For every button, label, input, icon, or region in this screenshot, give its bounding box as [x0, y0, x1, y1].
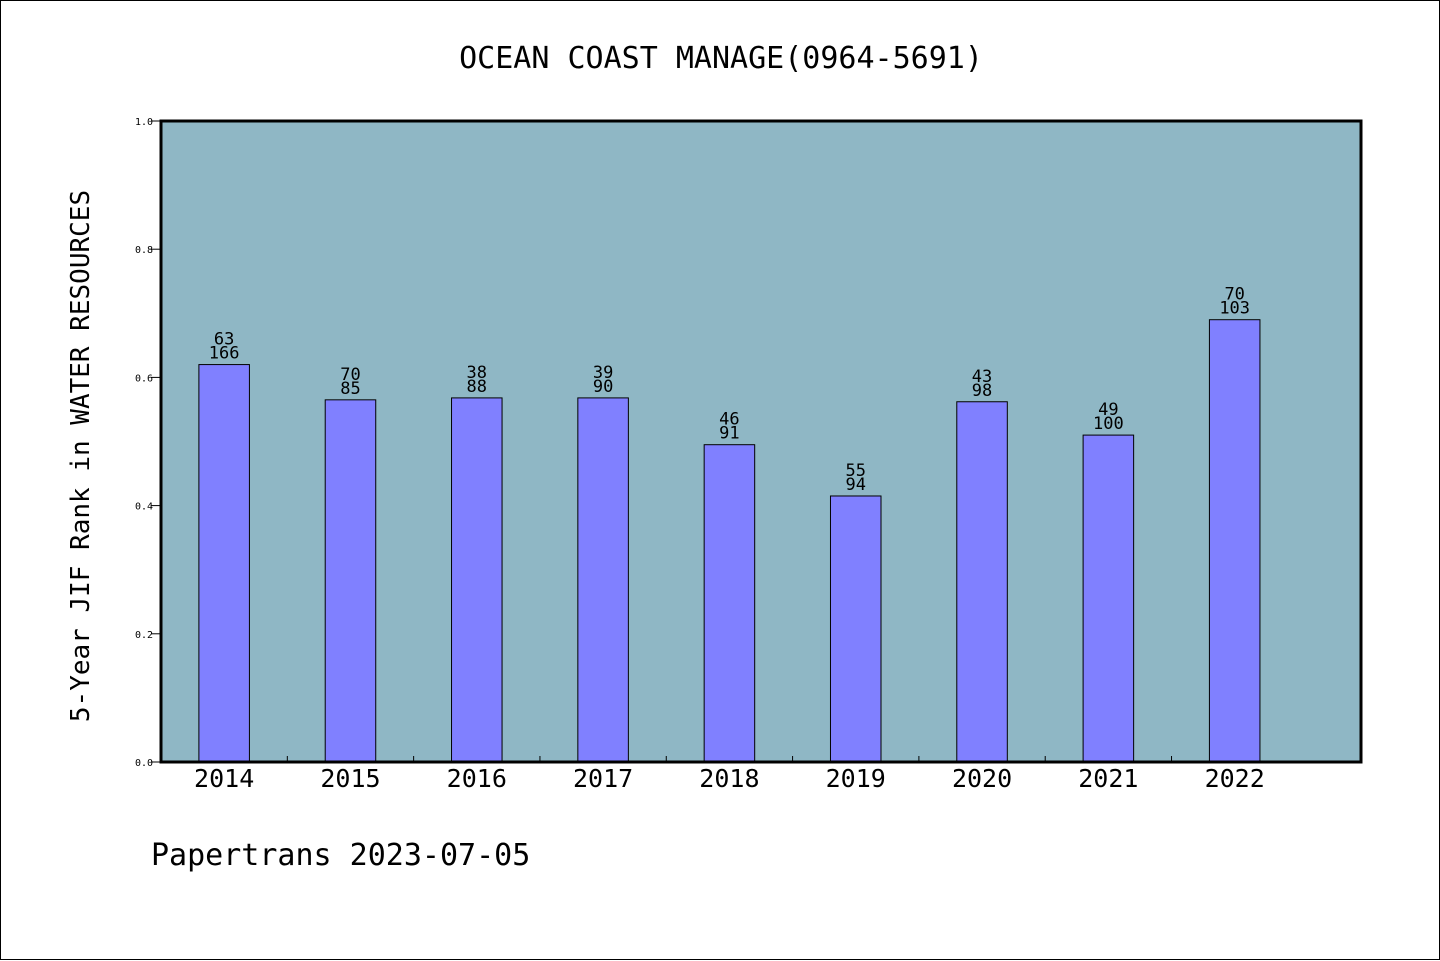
- rank-label: 38: [467, 363, 487, 383]
- y-tick-label: 1.0: [135, 117, 153, 128]
- bar-2017: [577, 397, 629, 763]
- y-tick-label: 0.8: [135, 245, 153, 256]
- x-tick-label: 2018: [699, 764, 759, 793]
- rank-label: 70: [340, 365, 360, 385]
- total-label: 100: [1093, 414, 1124, 434]
- bar-2014: [198, 364, 250, 763]
- total-label: 98: [972, 381, 992, 401]
- total-label: 94: [845, 475, 865, 495]
- total-label: 85: [340, 379, 360, 399]
- x-tick-label: 2016: [447, 764, 507, 793]
- bar-2020: [956, 401, 1008, 763]
- rank-label: 46: [719, 410, 739, 430]
- y-tick-label: 0.6: [135, 373, 153, 384]
- x-tick-label: 2022: [1205, 764, 1265, 793]
- total-label: 88: [467, 377, 487, 397]
- x-tick-label: 2021: [1078, 764, 1138, 793]
- bar-2019: [829, 495, 882, 763]
- y-tick-label: 0.4: [135, 502, 153, 513]
- bar-2018: [703, 444, 756, 763]
- rank-label: 63: [214, 330, 234, 350]
- total-label: 90: [593, 377, 613, 397]
- plot-border: [159, 119, 1363, 764]
- bars-layer: [198, 319, 1261, 763]
- bar-2015: [324, 399, 377, 763]
- bar-2016: [451, 397, 503, 763]
- y-tick-label: 0.0: [135, 758, 153, 769]
- x-tick-label: 2017: [573, 764, 633, 793]
- rank-label: 55: [845, 461, 865, 481]
- rank-label: 39: [593, 363, 613, 383]
- total-label: 91: [719, 424, 739, 444]
- y-axis-label: 5-Year JIF Rank in WATER RESOURCES: [66, 190, 96, 722]
- rank-label: 70: [1224, 285, 1244, 305]
- rank-label: 49: [1098, 400, 1118, 420]
- x-tick-label: 2020: [952, 764, 1012, 793]
- bar-2022: [1208, 319, 1261, 763]
- x-ticks-layer: 2014 2015 2016 2017 2018 2019 2020 2021 2022: [194, 756, 1265, 793]
- x-tick-label: 2019: [826, 764, 886, 793]
- bar-2021: [1082, 434, 1135, 763]
- total-label: 166: [209, 344, 240, 364]
- rank-label: 43: [972, 367, 992, 387]
- y-tick-label: 0.2: [135, 630, 153, 641]
- y-ticks-layer: 0.0 0.2 0.4 0.6 0.8 1.0: [135, 117, 161, 769]
- x-tick-label: 2015: [320, 764, 380, 793]
- total-label: 103: [1219, 299, 1250, 319]
- chart-title: OCEAN COAST MANAGE(0964-5691): [459, 41, 983, 76]
- footer-text: Papertrans 2023-07-05: [151, 838, 530, 873]
- x-tick-label: 2014: [194, 764, 254, 793]
